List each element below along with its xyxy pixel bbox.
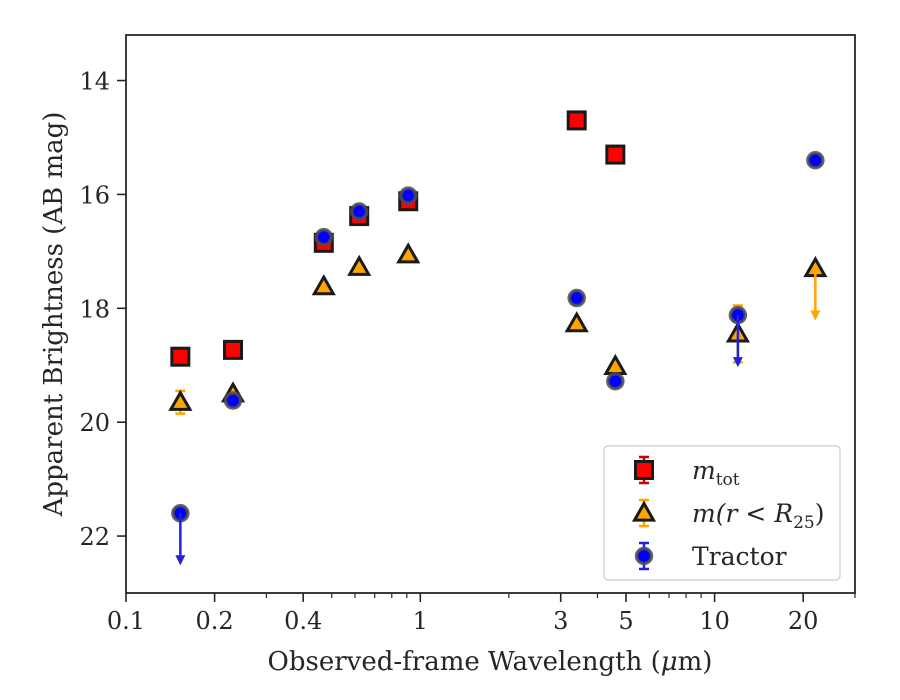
legend-label: mtot [692, 456, 740, 490]
x-tick-label: 0.1 [107, 607, 145, 635]
legend-frame [603, 445, 841, 581]
data-point [223, 339, 244, 360]
legend-label: Tractor [692, 542, 787, 571]
data-point [396, 242, 421, 264]
data-point [170, 346, 191, 367]
legend-marker [634, 460, 654, 480]
x-tick-label: 0.2 [196, 607, 234, 635]
data-point [606, 371, 625, 391]
upper-limit-arrow [732, 315, 743, 368]
legend: mtot m(r < R25) Tractor [603, 445, 841, 581]
x-axis-label: Observed-frame Wavelength (μm) [268, 647, 713, 677]
data-point [223, 391, 243, 410]
data-point [564, 311, 589, 333]
x-tick-label: 1 [413, 607, 428, 635]
y-tick-label: 22 [79, 523, 110, 551]
data-point [605, 144, 626, 165]
x-tick-label: 5 [618, 607, 633, 635]
y-axis-label: Apparent Brightness (AB mag) [39, 112, 69, 518]
data-point [349, 202, 369, 221]
series-0 [170, 110, 626, 367]
x-tick-label: 0.4 [284, 607, 322, 635]
legend-marker [634, 546, 654, 566]
upper-limit-arrow [810, 268, 821, 321]
legend-marker [631, 500, 657, 522]
data-point [567, 288, 586, 308]
data-point [311, 274, 336, 296]
y-tick-label: 18 [79, 295, 110, 323]
y-tick-label: 14 [79, 68, 110, 96]
data-point [806, 151, 825, 170]
data-point [398, 186, 418, 205]
x-tick-label: 3 [553, 607, 568, 635]
series-1 [168, 242, 828, 415]
data-point [347, 254, 372, 276]
y-tick-label: 20 [79, 409, 110, 437]
legend-label: m(r < R25) [692, 499, 824, 533]
data-point [314, 227, 334, 247]
data-point [603, 353, 628, 376]
x-tick-label: 10 [699, 607, 730, 635]
plot-frame [125, 34, 856, 594]
upper-limit-arrow [175, 513, 186, 566]
data-point [566, 110, 587, 131]
data-point [168, 389, 193, 411]
y-tick-label: 16 [79, 181, 110, 209]
x-tick-label: 20 [788, 607, 819, 635]
